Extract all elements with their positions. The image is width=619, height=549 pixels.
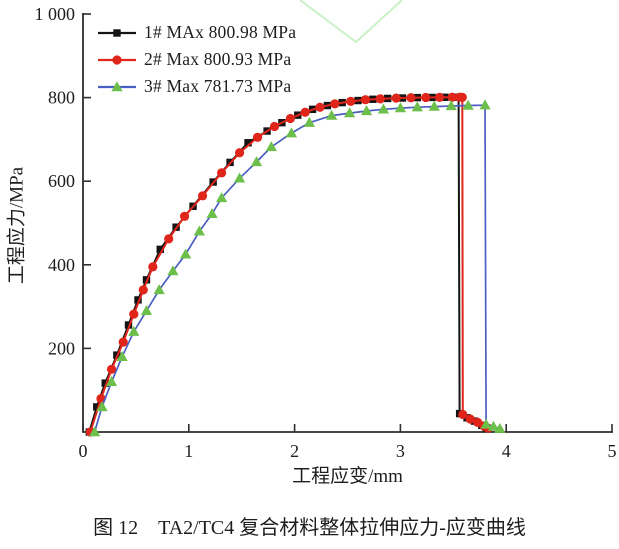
- y-tick-label: 600: [48, 171, 75, 191]
- y-tick-label: 800: [48, 88, 75, 108]
- legend-item-series-1: 1# MAx 800.98 MPa: [97, 19, 296, 46]
- figure-caption: 图 12 TA2/TC4 复合材料整体拉伸应力-应变曲线: [93, 517, 526, 539]
- legend-glyph-red-circle-icon: [98, 54, 136, 65]
- chart-area: 0 1 2 3 4 5 200 400 600 800 1 000 1# MAx 800.98 MP…: [6, 0, 617, 487]
- series-2: [85, 92, 493, 437]
- legend-item-series-3: 3# Max 781.73 MPa: [97, 73, 296, 100]
- legend-label-series-3: 3# Max 781.73 MPa: [144, 76, 292, 96]
- x-tick-label: 0: [79, 441, 88, 461]
- y-tick-label: 1 000: [35, 4, 76, 24]
- x-tick-label: 5: [608, 441, 617, 461]
- legend-label-series-2: 2# Max 800.93 MPa: [144, 49, 292, 69]
- legend-glyph-green-triangle-icon: [98, 80, 136, 91]
- legend-item-series-2: 2# Max 800.93 MPa: [97, 46, 296, 73]
- stress-strain-plot: 0 1 2 3 4 5 200 400 600 800 1 000: [35, 0, 617, 461]
- x-tick-label: 2: [290, 441, 299, 461]
- legend-label-series-1: 1# MAx 800.98 MPa: [144, 22, 297, 42]
- x-tick-label: 4: [502, 441, 511, 461]
- legend-glyph-black-square-icon: [98, 28, 136, 37]
- y-axis-title: 工程应力/MPa: [6, 166, 28, 285]
- y-tick-label: 400: [48, 255, 75, 275]
- x-axis-title: 工程应变/mm: [292, 466, 403, 487]
- x-tick-label: 1: [184, 441, 193, 461]
- x-tick-label: 3: [396, 441, 405, 461]
- y-tick-label: 200: [48, 338, 75, 358]
- series-1: [85, 93, 490, 436]
- legend: 1# MAx 800.98 MPa 2# Max 800.93 MPa 3# M…: [97, 19, 296, 100]
- series-3: [89, 99, 506, 437]
